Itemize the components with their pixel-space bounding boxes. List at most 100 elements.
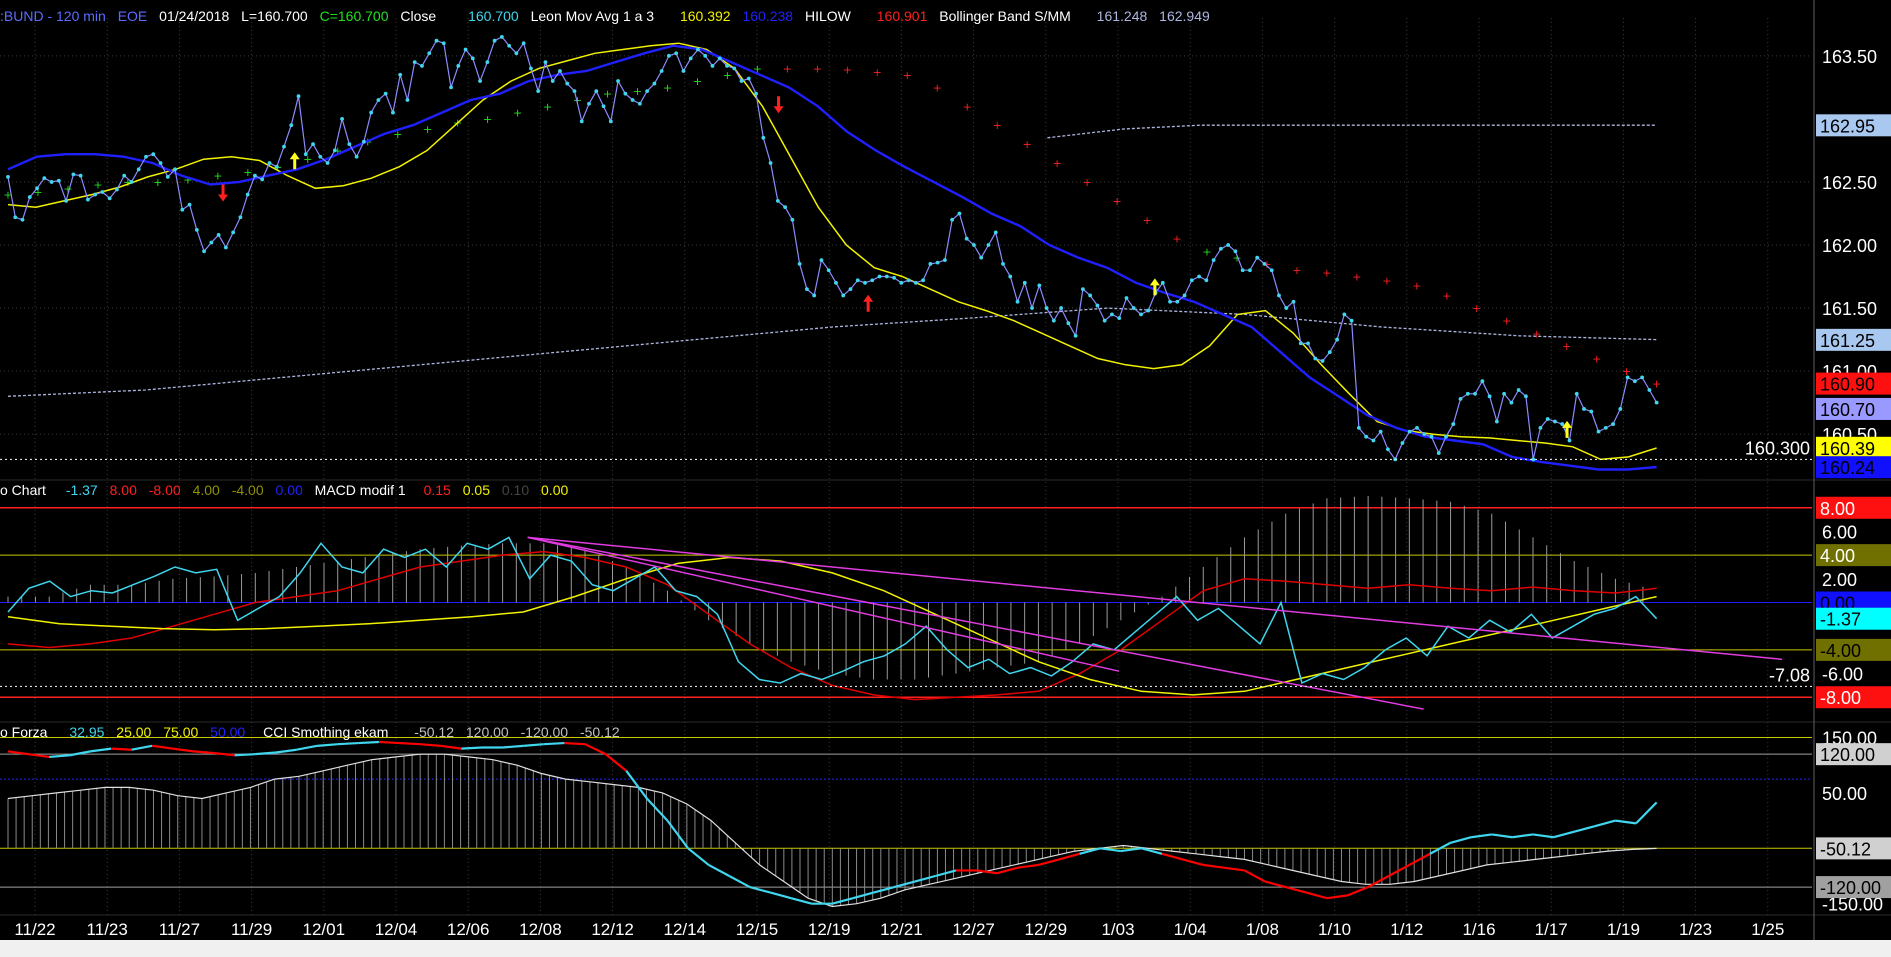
close-price-point bbox=[877, 274, 882, 279]
cci-line-segment bbox=[1161, 852, 1183, 861]
price-label: 160.90 bbox=[1820, 375, 1875, 395]
close-price-point bbox=[1022, 280, 1027, 285]
date-tick-label: 11/27 bbox=[159, 920, 200, 939]
close-price-point bbox=[311, 142, 315, 147]
close-price-point bbox=[1407, 429, 1412, 434]
close-price-point bbox=[1197, 274, 1201, 279]
close-price-point bbox=[1473, 391, 1477, 396]
macd-v1: -1.37 bbox=[65, 482, 98, 498]
sar-dot: + bbox=[1322, 267, 1331, 280]
close-price-point bbox=[194, 227, 199, 232]
study1-label: Leon Mov Avg 1 a 3 bbox=[530, 8, 655, 24]
status-bar bbox=[0, 940, 1891, 957]
close-price-point bbox=[659, 69, 664, 73]
close-price-point bbox=[514, 51, 519, 56]
macd-level-label: 8.00 bbox=[1820, 499, 1855, 519]
close-price-point bbox=[420, 64, 424, 68]
cci-line-segment bbox=[625, 770, 648, 800]
close-price-point bbox=[848, 287, 853, 292]
close-price-point bbox=[1168, 299, 1172, 304]
close-price-point bbox=[1008, 274, 1013, 279]
cci-line-segment bbox=[1367, 875, 1390, 889]
macd-v4: 4.00 bbox=[192, 482, 220, 498]
close-price-point bbox=[928, 262, 933, 266]
date-tick-label: 1/03 bbox=[1101, 920, 1134, 939]
close-price-point bbox=[797, 262, 802, 266]
cci-hist-outline bbox=[7, 753, 1657, 908]
sar-dot: + bbox=[1142, 214, 1151, 227]
cci-line-segment bbox=[255, 751, 276, 756]
study3-value2: 162.949 bbox=[1159, 8, 1210, 24]
close-price-point bbox=[783, 205, 788, 210]
price-panel[interactable]: + + + + + + + + + + + + + + + + + + + + + + + + + + + + + + + + + + + + + + + +… bbox=[0, 35, 1814, 471]
sar-dot: + bbox=[1292, 264, 1301, 277]
close-price-point bbox=[391, 110, 395, 115]
macd-panel[interactable]: -7.08 bbox=[0, 495, 1814, 710]
close-price-point bbox=[608, 119, 613, 124]
cci-line-segment bbox=[770, 891, 792, 900]
sar-dot: + bbox=[663, 81, 672, 94]
macd-v3: -8.00 bbox=[148, 482, 181, 498]
cci-chart-name: o Forza bbox=[0, 724, 48, 740]
cci-line-segment bbox=[852, 891, 874, 900]
close-price-point bbox=[1066, 321, 1071, 326]
close-price-point bbox=[565, 81, 570, 86]
close-price-point bbox=[899, 280, 904, 285]
sell-arrow-icon bbox=[773, 96, 784, 114]
close-price-point bbox=[1001, 262, 1005, 266]
close-price-point bbox=[122, 173, 127, 178]
sar-dot: + bbox=[1202, 245, 1211, 258]
close-price-point bbox=[1582, 407, 1586, 411]
close-price-point bbox=[1596, 429, 1601, 434]
close-price-point bbox=[1545, 417, 1550, 421]
close-price-point bbox=[1015, 299, 1020, 304]
price-label: 160.39 bbox=[1820, 439, 1875, 459]
cci-line-segment bbox=[90, 747, 112, 753]
close-price-point bbox=[289, 123, 294, 128]
close-price-point bbox=[1248, 268, 1252, 273]
close-price-point bbox=[165, 175, 170, 179]
close-price-point bbox=[13, 215, 18, 220]
cci-line-segment bbox=[1635, 801, 1658, 825]
close-price-point bbox=[1560, 422, 1565, 426]
symbol-label: :BUND - 120 min bbox=[0, 8, 106, 24]
cci-line-segment bbox=[1326, 894, 1348, 900]
close-price-point bbox=[812, 293, 817, 298]
close-price-point bbox=[1451, 422, 1456, 426]
close-price-point bbox=[1110, 312, 1114, 317]
close-price-point bbox=[1364, 434, 1369, 439]
cci-line-segment bbox=[790, 897, 812, 905]
sar-dot: + bbox=[1352, 271, 1361, 284]
close-price-point bbox=[187, 202, 192, 207]
sar-dot: + bbox=[63, 182, 72, 195]
buy-arrow-icon bbox=[863, 294, 874, 312]
close-price-point bbox=[703, 53, 708, 58]
cci-line-segment bbox=[275, 748, 297, 754]
close-price-point bbox=[223, 245, 228, 250]
close-label: Close bbox=[400, 8, 437, 24]
price-label: 160.24 bbox=[1820, 458, 1875, 478]
close-price-point bbox=[717, 56, 722, 61]
cci-panel-header: o Forza 32.95 25.00 75.00 50.00 CCI Smot… bbox=[0, 724, 628, 740]
cci-line-segment bbox=[1615, 819, 1637, 825]
cci-line-segment bbox=[1038, 858, 1060, 866]
macd-label-box bbox=[1816, 607, 1891, 630]
close-price-point bbox=[558, 69, 562, 73]
sar-dot: + bbox=[693, 75, 702, 88]
close-price-point bbox=[507, 43, 512, 48]
close-price-point bbox=[1386, 447, 1390, 452]
close-price-point bbox=[696, 47, 700, 52]
macd-v5: -4.00 bbox=[231, 482, 264, 498]
close-price-point bbox=[376, 98, 381, 102]
sar-dot: + bbox=[393, 128, 402, 141]
date-tick-label: 11/23 bbox=[87, 920, 128, 939]
cci-level-label: -50.12 bbox=[1820, 839, 1871, 859]
cci-panel[interactable] bbox=[0, 737, 1812, 908]
close-price-point bbox=[1632, 379, 1637, 384]
macd-v9: 0.10 bbox=[501, 482, 530, 498]
cci-line-segment bbox=[996, 866, 1019, 875]
cci-line-segment bbox=[749, 886, 771, 894]
close-price-point bbox=[623, 91, 628, 96]
close-price-point bbox=[972, 243, 976, 247]
